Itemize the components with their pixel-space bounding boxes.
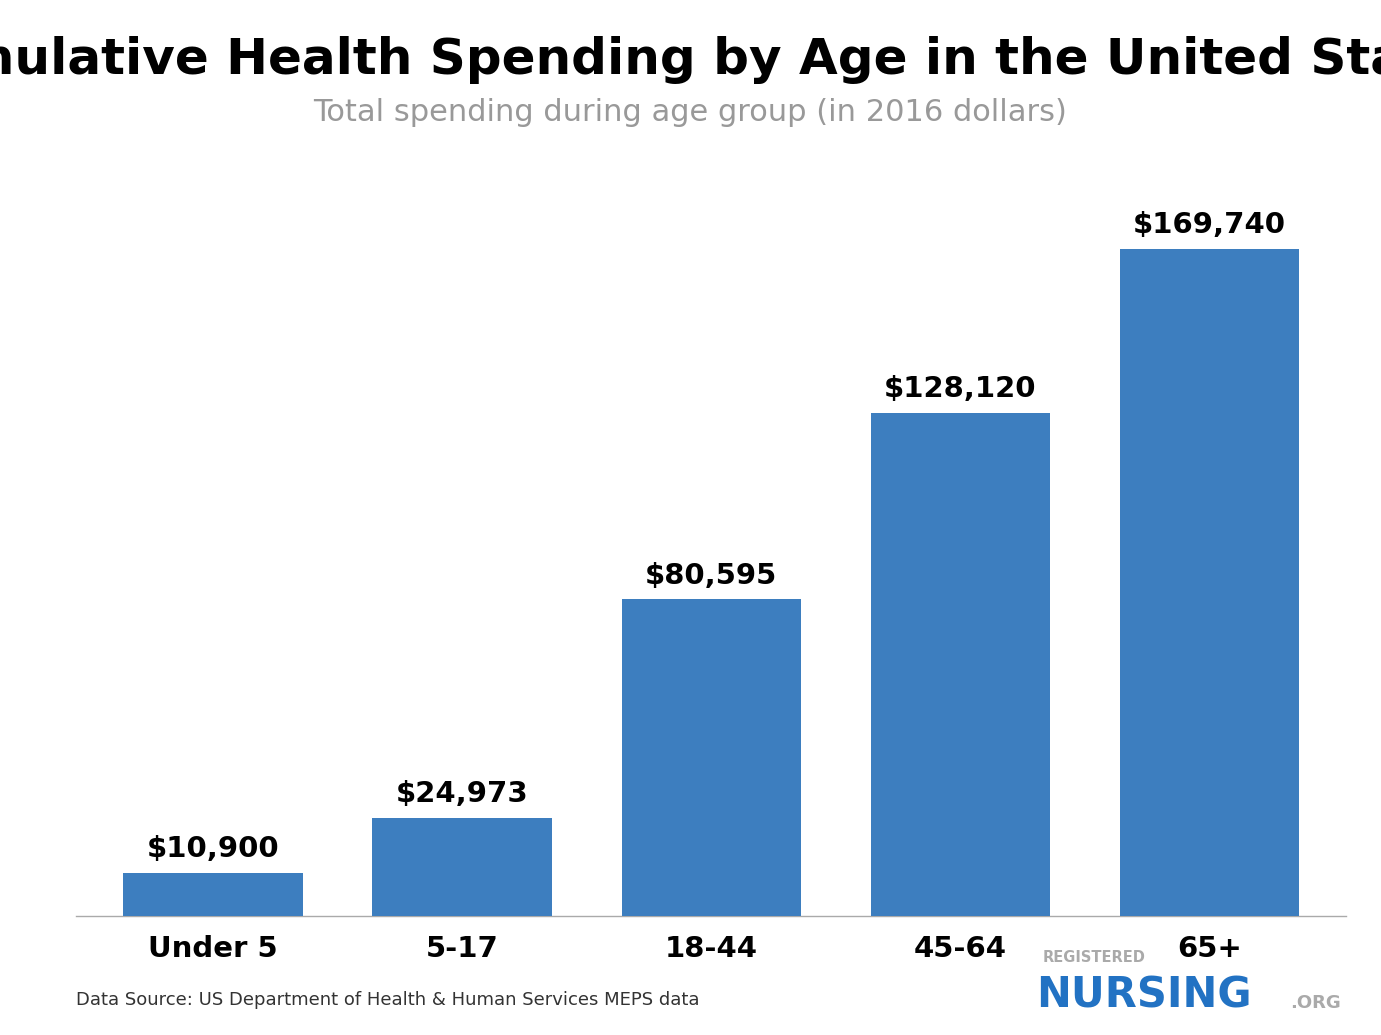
Text: $169,740: $169,740 [1132,211,1286,239]
Text: .ORG: .ORG [1290,995,1341,1012]
Text: Total spending during age group (in 2016 dollars): Total spending during age group (in 2016… [313,98,1068,127]
Text: NURSING: NURSING [1036,974,1251,1016]
Bar [123,874,302,916]
Text: $80,595: $80,595 [645,562,778,590]
Text: $24,973: $24,973 [396,780,529,808]
Bar [870,413,1050,916]
Text: $10,900: $10,900 [146,835,279,863]
Text: Cumulative Health Spending by Age in the United States: Cumulative Health Spending by Age in the… [0,36,1381,84]
Bar [373,818,552,916]
Text: Data Source: US Department of Health & Human Services MEPS data: Data Source: US Department of Health & H… [76,992,699,1009]
Bar [1120,249,1300,916]
Bar [621,599,801,916]
Text: REGISTERED: REGISTERED [1043,950,1145,965]
Text: $128,120: $128,120 [884,375,1037,403]
